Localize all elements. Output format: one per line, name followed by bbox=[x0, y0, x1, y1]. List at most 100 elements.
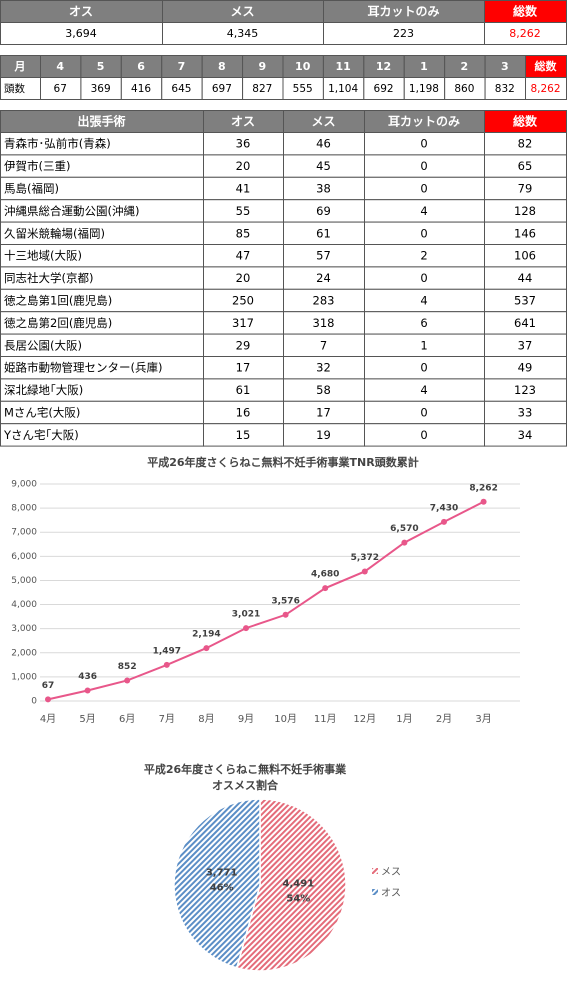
cell-text: 641 bbox=[514, 316, 536, 330]
cell-text: 0 bbox=[420, 361, 427, 375]
cell-text: 0 bbox=[420, 428, 427, 442]
cell-text: Yさん宅｢大阪) bbox=[3, 428, 79, 442]
cell-text: 49 bbox=[518, 361, 533, 375]
cell-text: 369 bbox=[91, 83, 111, 95]
data-label: 2,194 bbox=[192, 630, 220, 640]
data-point bbox=[480, 498, 487, 505]
cell-text: 45 bbox=[316, 159, 331, 173]
cell-text: 伊賀市(三重) bbox=[4, 159, 70, 173]
cell-text: 耳カットのみ bbox=[367, 5, 439, 19]
cell-text: 総数 bbox=[513, 4, 538, 19]
cell-text: 徳之島第1回(鹿児島) bbox=[4, 294, 112, 308]
cell-text: 69 bbox=[316, 204, 331, 218]
cell-text: 2 bbox=[420, 249, 427, 263]
percent-label: 54% bbox=[286, 893, 310, 904]
cell-text: 697 bbox=[212, 83, 232, 95]
data-point bbox=[322, 585, 329, 592]
cell-text: 17 bbox=[236, 361, 251, 375]
cell-text: 7 bbox=[320, 338, 327, 352]
data-point bbox=[163, 661, 170, 668]
cell-text: 2 bbox=[461, 60, 469, 73]
cell-text: 6 bbox=[420, 316, 427, 330]
cell-text: 3,694 bbox=[65, 27, 97, 40]
cell-text: 16 bbox=[236, 406, 251, 420]
cell-text: 1,198 bbox=[409, 83, 439, 95]
value-label: 4,491 bbox=[283, 878, 315, 889]
cell-text: 61 bbox=[316, 226, 331, 240]
cell-text: 月 bbox=[14, 60, 26, 73]
data-point bbox=[84, 687, 91, 694]
cell-text: 827 bbox=[252, 83, 272, 95]
cell-text: オス bbox=[69, 5, 93, 19]
y-tick-label: 4,000 bbox=[11, 600, 37, 610]
cell-text: 4,345 bbox=[227, 27, 259, 40]
cell-text: 出張手術 bbox=[77, 114, 125, 129]
cell-text: 1 bbox=[420, 60, 428, 73]
cell-text: メス bbox=[311, 115, 335, 129]
data-label: 5,372 bbox=[351, 553, 379, 563]
cell-text: 128 bbox=[514, 204, 536, 218]
cell-text: 317 bbox=[232, 316, 254, 330]
data-point bbox=[124, 677, 131, 684]
cell-text: 0 bbox=[420, 271, 427, 285]
cell-text: 65 bbox=[518, 159, 533, 173]
cell-text: 7 bbox=[178, 60, 186, 73]
cell-text: 耳カットのみ bbox=[388, 115, 460, 129]
x-tick-label: 2月 bbox=[436, 713, 452, 725]
cell-text: 19 bbox=[316, 428, 331, 442]
cell-text: 692 bbox=[374, 83, 394, 95]
cell-text: 46 bbox=[316, 137, 331, 151]
cell-text: 223 bbox=[393, 27, 414, 40]
cell-text: 20 bbox=[236, 271, 251, 285]
cell-text: 82 bbox=[518, 137, 533, 151]
cell-text: Mさん宅(大阪) bbox=[4, 406, 80, 420]
y-tick-label: 6,000 bbox=[11, 552, 37, 562]
cell-text: 総数 bbox=[535, 59, 558, 73]
cell-text: 32 bbox=[316, 361, 331, 375]
cell-text: 十三地域(大阪) bbox=[4, 249, 82, 263]
cell-text: 44 bbox=[518, 271, 533, 285]
cell-text: 645 bbox=[171, 83, 191, 95]
y-tick-label: 0 bbox=[31, 697, 37, 707]
data-point bbox=[203, 645, 210, 652]
cell-text: 1 bbox=[420, 338, 427, 352]
cell-text: 47 bbox=[236, 249, 251, 263]
cell-text: 283 bbox=[313, 294, 335, 308]
cell-text: オス bbox=[231, 115, 255, 129]
cell-text: 8,262 bbox=[509, 27, 541, 40]
cell-text: 5 bbox=[97, 60, 105, 73]
percent-label: 46% bbox=[210, 883, 234, 894]
x-tick-label: 3月 bbox=[475, 713, 491, 725]
data-point bbox=[401, 539, 408, 546]
legend-label: メス bbox=[381, 867, 401, 878]
cell-text: 0 bbox=[420, 406, 427, 420]
cell-text: 33 bbox=[518, 406, 533, 420]
pie-slice bbox=[173, 798, 261, 969]
cell-text: 61 bbox=[236, 383, 251, 397]
cell-text: 8 bbox=[218, 60, 226, 73]
cell-text: 832 bbox=[495, 83, 515, 95]
data-label: 1,497 bbox=[153, 646, 181, 656]
data-label: 67 bbox=[42, 681, 55, 691]
cell-text: 416 bbox=[131, 83, 151, 95]
data-point bbox=[282, 611, 289, 618]
x-tick-label: 8月 bbox=[198, 713, 214, 725]
cell-text: 4 bbox=[420, 294, 427, 308]
legend-swatch bbox=[372, 868, 378, 874]
y-tick-label: 8,000 bbox=[11, 504, 37, 514]
cell-text: 4 bbox=[420, 383, 427, 397]
legend-label: オス bbox=[381, 887, 401, 899]
data-label: 4,680 bbox=[311, 570, 339, 580]
cell-text: 12 bbox=[376, 60, 391, 73]
y-tick-label: 1,000 bbox=[11, 672, 37, 682]
cell-text: 29 bbox=[236, 338, 251, 352]
x-tick-label: 12月 bbox=[353, 713, 376, 725]
value-label: 3,771 bbox=[206, 868, 238, 879]
y-tick-label: 5,000 bbox=[11, 576, 37, 586]
pie-slice bbox=[235, 798, 347, 972]
cell-text: 24 bbox=[316, 271, 331, 285]
chart-subtitle: オスメス割合 bbox=[212, 778, 279, 792]
cell-text: 4 bbox=[420, 204, 427, 218]
